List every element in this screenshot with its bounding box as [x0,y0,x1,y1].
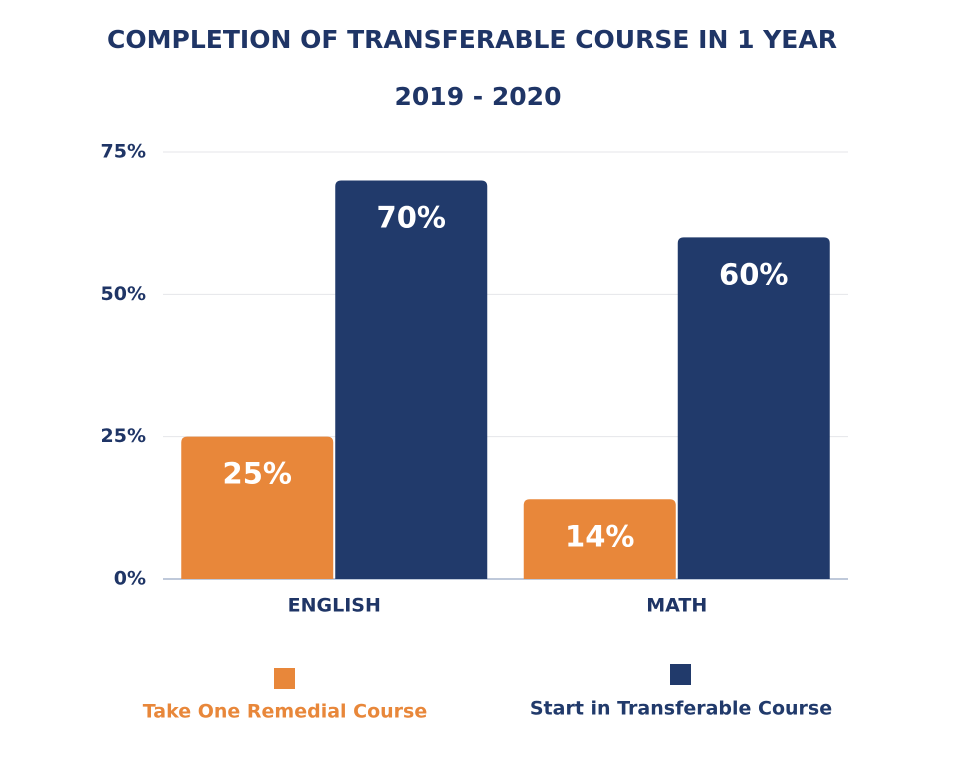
value-label: 25% [223,457,292,491]
value-label: 70% [377,200,446,234]
legend-swatch [670,664,691,685]
y-tick-label: 75% [101,141,146,163]
chart-title: COMPLETION OF TRANSFERABLE COURSE IN 1 Y… [107,25,837,54]
legend-label: Take One Remedial Course [143,701,428,723]
bar [677,237,830,579]
y-tick-label: 25% [101,425,146,447]
y-tick-label: 50% [101,283,146,305]
y-tick-label: 0% [114,568,146,590]
x-tick-label: MATH [646,595,707,617]
bar [523,499,676,579]
value-label: 60% [719,257,788,291]
x-tick-label: ENGLISH [288,595,381,617]
legend-label: Start in Transferable Course [530,698,832,720]
value-label: 14% [565,519,634,553]
legend-swatch [274,668,295,689]
bar [181,436,334,579]
chart-subtitle: 2019 - 2020 [395,82,562,111]
bar [335,180,488,579]
